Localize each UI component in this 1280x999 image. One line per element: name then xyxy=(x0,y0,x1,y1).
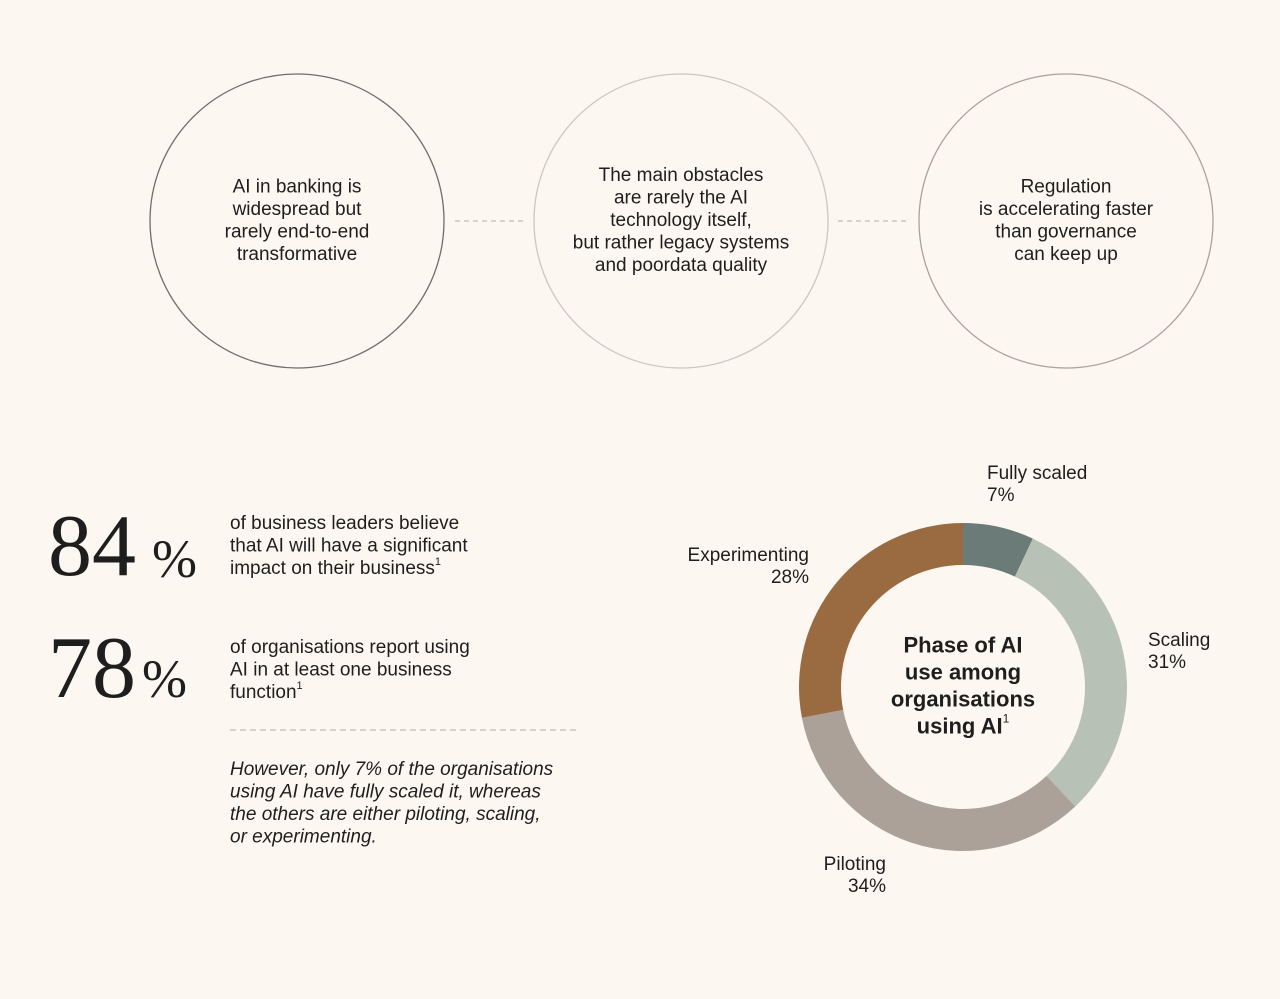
circle-text: The main obstacles xyxy=(599,165,764,186)
segment-value-label: 7% xyxy=(987,485,1015,506)
stat-unit: % xyxy=(152,529,197,589)
segment-value-label: 34% xyxy=(848,876,886,897)
chart-title-line: use among xyxy=(905,659,1021,684)
circle xyxy=(918,73,1214,369)
segment-label: Fully scaled xyxy=(987,463,1087,484)
stat-text: function1 xyxy=(230,680,303,703)
stat-text: AI in at least one business xyxy=(230,660,452,681)
circle-text: technology itself, xyxy=(610,210,752,231)
circle-text: widespread but xyxy=(232,199,363,220)
stat-text: of business leaders believe xyxy=(230,513,459,534)
circle xyxy=(149,73,445,369)
note-text: the others are either piloting, scaling, xyxy=(230,804,541,825)
stat-text-line: of business leaders believe xyxy=(230,513,459,534)
circle-text: rarely end-to-end xyxy=(225,221,370,242)
chart-title: Phase of AI xyxy=(904,632,1023,657)
note-text: or experimenting. xyxy=(230,827,377,848)
stat-text-line: function xyxy=(230,682,297,703)
circle-text: is accelerating faster xyxy=(979,199,1154,220)
circle-text: transformative xyxy=(237,244,357,265)
stat-text-line: AI in at least one business xyxy=(230,660,452,681)
segment-label: Experimenting xyxy=(688,545,809,566)
stat-text-line: impact on their business xyxy=(230,558,435,579)
donut-segment xyxy=(1014,538,1127,807)
circle-text: Regulation xyxy=(1021,176,1112,197)
chart-title-line: Phase of AI xyxy=(904,632,1023,657)
donut-segment xyxy=(801,709,1076,851)
footnote: 1 xyxy=(297,680,303,692)
note-text: However, only 7% of the organisations xyxy=(230,759,554,780)
circle-text: than governance xyxy=(995,221,1137,242)
footnote: 1 xyxy=(1003,712,1010,726)
chart-title-line: organisations xyxy=(891,686,1035,711)
chart-title: using AI1 xyxy=(917,712,1010,739)
circle xyxy=(533,73,829,369)
circle-text: are rarely the AI xyxy=(614,188,748,209)
stat-text: that AI will have a significant xyxy=(230,536,468,557)
segment-value-label: 28% xyxy=(771,567,809,588)
chart-title: organisations xyxy=(891,686,1035,711)
circle-text: but rather legacy systems xyxy=(573,233,789,254)
chart-title: use among xyxy=(905,659,1021,684)
donut-segment xyxy=(799,523,963,718)
note-text: using AI have fully scaled it, whereas xyxy=(230,782,541,803)
circle-text: and poordata quality xyxy=(595,255,768,276)
stat-text-line: that AI will have a significant xyxy=(230,536,468,557)
segment-label: Piloting xyxy=(824,854,886,875)
segment-value-label: 31% xyxy=(1148,652,1186,673)
segment-label: Scaling xyxy=(1148,630,1210,651)
stat-text: impact on their business1 xyxy=(230,556,441,579)
circle-text: can keep up xyxy=(1014,244,1118,265)
stat-unit: % xyxy=(142,649,187,709)
donut-segment xyxy=(963,523,1033,577)
chart-title-line: using AI xyxy=(917,713,1003,738)
circle-text: AI in banking is xyxy=(233,176,362,197)
stat-text-line: of organisations report using xyxy=(230,637,470,658)
stat-value: 84 xyxy=(48,498,136,595)
stat-value: 78 xyxy=(48,620,136,717)
footnote: 1 xyxy=(435,556,441,568)
stat-text: of organisations report using xyxy=(230,637,470,658)
